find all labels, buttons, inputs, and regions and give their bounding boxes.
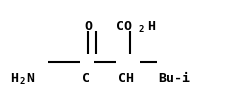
Text: O: O: [84, 20, 92, 33]
Text: H: H: [146, 20, 154, 33]
Text: C: C: [82, 71, 90, 84]
Text: 2: 2: [20, 76, 25, 85]
Text: 2: 2: [138, 25, 144, 34]
Text: CH: CH: [117, 71, 134, 84]
Text: H: H: [10, 71, 18, 84]
Text: N: N: [26, 71, 34, 84]
Text: Bu-i: Bu-i: [158, 71, 189, 84]
Text: CO: CO: [115, 20, 132, 33]
